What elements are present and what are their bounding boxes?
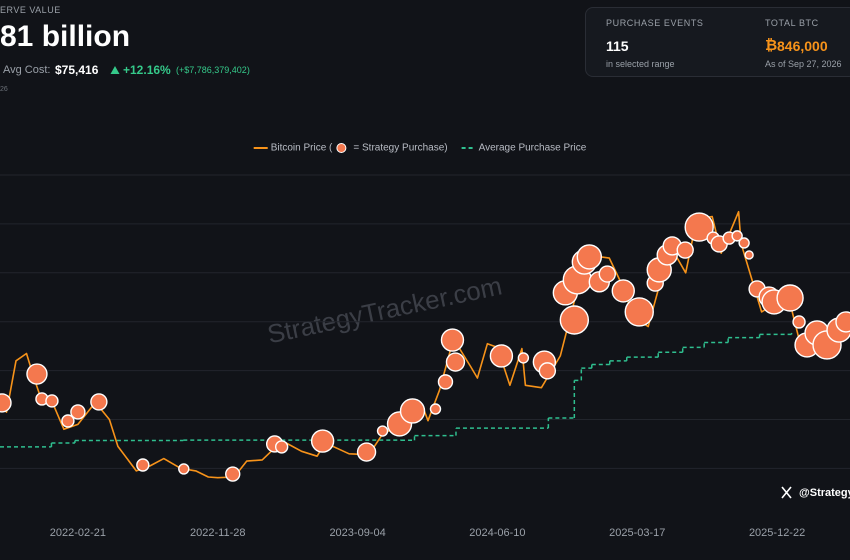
reserve-label: ERVE VALUE	[0, 5, 61, 15]
stat-value: 115	[606, 38, 629, 54]
axis-layer: 2022-02-21 2022-11-28 2023-09-04 2024-06-10…	[50, 527, 805, 539]
purchase-bubble	[136, 458, 150, 472]
purchase-bubble	[538, 362, 557, 380]
stats-card: PURCHASE EVENTS 115 in selected range TO…	[585, 7, 850, 77]
purchase-bubble	[445, 352, 466, 372]
purchase-bubble	[792, 315, 806, 329]
purchase-bubble	[624, 297, 654, 327]
stat-label: TOTAL BTC	[765, 18, 819, 28]
stat-value: 846,000	[777, 38, 828, 54]
purchase-bubble	[559, 305, 590, 335]
purchase-bubble	[429, 403, 442, 415]
purchase-bubble	[517, 352, 530, 364]
avg-layer	[0, 332, 793, 448]
purchase-bubble	[90, 393, 108, 411]
avg-cost-label: Avg Cost:	[3, 64, 51, 76]
stat-sub: As of Sep 27, 2026	[765, 59, 842, 69]
purchase-bubble	[61, 414, 75, 428]
purchase-bubble	[835, 311, 850, 333]
legend-item: Bitcoin Price (	[253, 143, 333, 154]
purchase-bubble	[437, 374, 454, 390]
purchase-bubble	[776, 284, 804, 312]
change-abs: (+$7,786,379,402)	[176, 65, 250, 75]
purchase-bubble	[744, 250, 754, 260]
purchase-bubble	[576, 244, 603, 270]
credit: @Strategy	[799, 487, 850, 499]
purchase-bubble	[676, 241, 694, 259]
purchase-bubble	[26, 363, 48, 385]
bubbles-layer	[0, 212, 850, 482]
avg-cost: $75,416	[55, 63, 99, 77]
watermark: StrategyTracker.com	[265, 270, 505, 349]
grid-layer	[0, 174, 850, 469]
purchase-bubble	[70, 404, 86, 420]
legend-label: Bitcoin Price (	[271, 143, 333, 154]
stat-sub: in selected range	[606, 59, 675, 69]
x-tick-label: 2024-06-10	[469, 527, 525, 539]
purchase-bubble	[0, 393, 12, 413]
x-logo	[781, 486, 792, 499]
x-tick-label: 2022-02-21	[50, 527, 106, 539]
note: 26	[0, 86, 8, 93]
x-tick-label: 2025-12-22	[749, 527, 805, 539]
purchase-bubble	[738, 237, 750, 249]
change-pct: +12.16%	[123, 63, 171, 77]
purchase-bubble	[178, 463, 190, 475]
legend-layer: Bitcoin Price ( = Strategy Purchase) Avera…	[253, 143, 587, 154]
x-tick-label: 2022-11-28	[190, 527, 245, 539]
purchase-bubble	[356, 442, 377, 462]
legend-swatch	[336, 143, 347, 153]
stat-label: PURCHASE EVENTS	[606, 18, 704, 28]
purchase-bubble	[310, 429, 335, 453]
purchase-bubble	[598, 265, 616, 283]
purchase-bubble	[376, 425, 389, 437]
purchase-bubble	[731, 230, 743, 242]
up-arrow	[110, 66, 120, 74]
x-tick-label: 2025-03-17	[609, 527, 665, 539]
legend-label: Average Purchase Price	[479, 143, 587, 154]
legend-label: = Strategy Purchase)	[353, 143, 447, 154]
reserve-value: 81 billion	[0, 20, 131, 53]
purchase-bubble	[684, 212, 714, 242]
purchase-bubble	[440, 328, 465, 352]
purchase-bubble	[45, 394, 59, 408]
legend-item: Average Purchase Price	[461, 143, 587, 154]
purchase-bubble	[489, 344, 514, 368]
purchase-bubble	[611, 279, 635, 303]
purchase-bubble	[225, 466, 241, 482]
legend-item: = Strategy Purchase)	[336, 143, 448, 154]
purchase-bubble	[399, 398, 426, 424]
stat-symbol: ₿	[765, 37, 778, 54]
purchase-bubble	[274, 440, 289, 454]
x-tick-label: 2023-09-04	[329, 527, 385, 539]
